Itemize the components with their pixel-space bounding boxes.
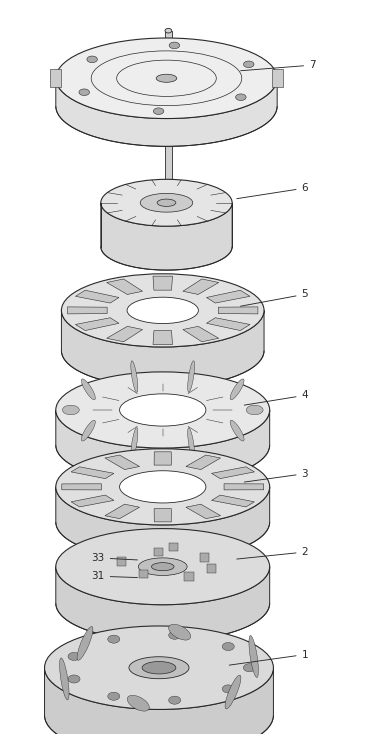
Ellipse shape [169,624,191,640]
Ellipse shape [157,199,176,207]
Ellipse shape [187,361,195,392]
Ellipse shape [68,675,80,683]
Ellipse shape [119,470,206,503]
Polygon shape [68,307,107,314]
Polygon shape [71,467,114,478]
Ellipse shape [56,372,270,448]
Ellipse shape [140,193,193,212]
Ellipse shape [127,695,149,711]
Ellipse shape [243,664,256,672]
Polygon shape [212,495,254,507]
Bar [169,542,178,551]
Ellipse shape [119,394,206,426]
Polygon shape [212,467,254,478]
Ellipse shape [56,449,270,525]
Bar [271,70,283,87]
Ellipse shape [108,635,120,643]
Polygon shape [183,326,219,342]
Text: 31: 31 [91,571,138,581]
Polygon shape [56,410,270,483]
Ellipse shape [131,361,138,392]
Polygon shape [206,318,250,331]
Bar [165,31,172,269]
Ellipse shape [152,562,174,570]
Ellipse shape [79,89,90,96]
Ellipse shape [246,405,263,415]
Polygon shape [71,495,114,507]
Ellipse shape [222,642,234,650]
Polygon shape [206,290,250,303]
Text: 3: 3 [244,469,308,482]
Polygon shape [105,504,139,519]
Ellipse shape [87,56,98,62]
Bar [155,548,163,556]
Ellipse shape [169,42,180,49]
Polygon shape [224,484,264,490]
Ellipse shape [77,626,93,660]
Ellipse shape [249,636,259,678]
Ellipse shape [142,662,176,674]
Polygon shape [56,567,270,642]
Text: 4: 4 [244,390,308,405]
Ellipse shape [156,74,177,82]
Ellipse shape [169,696,181,704]
Text: 7: 7 [240,60,316,71]
Ellipse shape [187,428,195,459]
Ellipse shape [222,685,234,693]
Polygon shape [186,504,220,519]
Ellipse shape [56,528,270,605]
Ellipse shape [108,692,120,700]
Bar [50,70,61,87]
Polygon shape [105,455,139,470]
Text: 6: 6 [237,183,308,198]
Ellipse shape [165,29,172,33]
Text: 1: 1 [229,650,308,665]
Text: 2: 2 [237,547,308,559]
Ellipse shape [81,379,95,400]
Polygon shape [56,487,270,560]
Polygon shape [153,331,172,345]
Polygon shape [154,509,171,522]
Ellipse shape [235,94,246,101]
Ellipse shape [138,558,187,576]
Polygon shape [153,276,172,290]
Ellipse shape [81,420,95,441]
Polygon shape [218,307,258,314]
Polygon shape [76,318,119,331]
Ellipse shape [101,179,232,226]
Polygon shape [62,484,101,490]
Polygon shape [56,78,277,146]
Bar [184,572,194,581]
Polygon shape [45,667,273,735]
Ellipse shape [169,631,181,639]
Text: 33: 33 [91,553,138,563]
Text: 5: 5 [240,290,308,306]
Ellipse shape [56,38,277,118]
Ellipse shape [230,379,244,400]
Bar [200,553,209,562]
Bar [139,570,149,578]
Polygon shape [61,310,264,387]
Ellipse shape [243,61,254,68]
Polygon shape [76,290,119,303]
Ellipse shape [61,273,264,347]
Polygon shape [107,279,143,295]
Ellipse shape [45,626,273,709]
Ellipse shape [127,297,198,323]
Ellipse shape [60,658,69,700]
Polygon shape [101,203,232,270]
Bar [117,557,126,566]
Polygon shape [154,452,171,465]
Ellipse shape [230,420,244,441]
Polygon shape [107,326,143,342]
Bar [207,564,216,573]
Polygon shape [183,279,219,295]
Ellipse shape [129,657,189,678]
Ellipse shape [68,653,80,661]
Ellipse shape [225,675,241,709]
Ellipse shape [131,428,138,459]
Ellipse shape [153,108,164,115]
Polygon shape [186,455,220,470]
Ellipse shape [62,405,79,415]
